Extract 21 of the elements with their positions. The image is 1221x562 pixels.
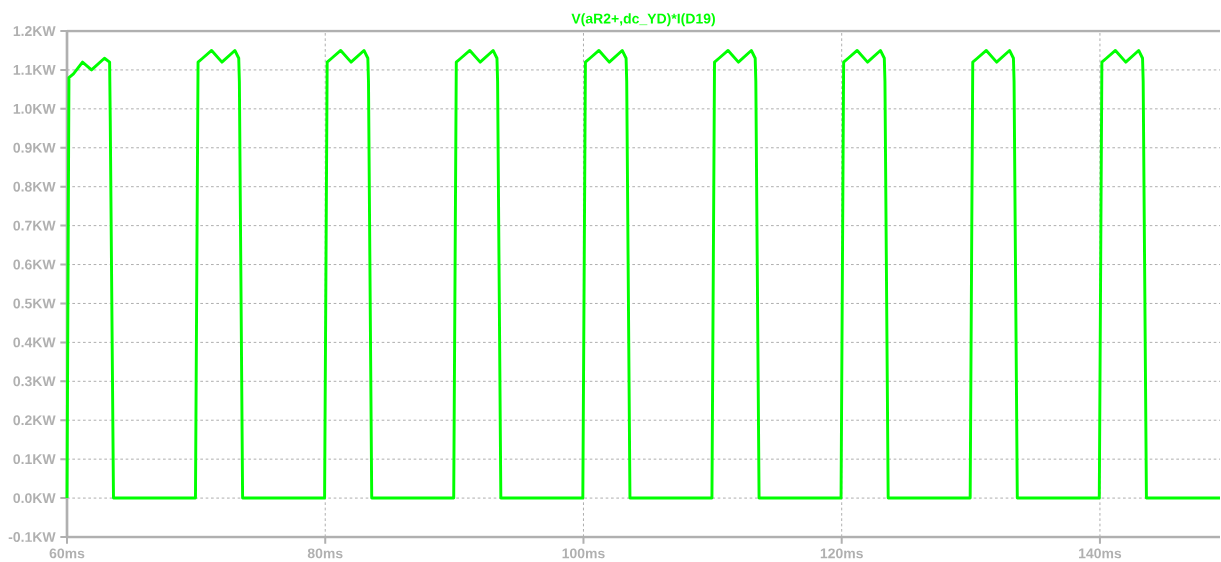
y-tick-label: 0.0KW [13, 493, 56, 504]
y-tick-label: 0.1KW [13, 454, 56, 465]
x-tick-label: 140ms [1079, 548, 1122, 559]
x-tick-label: 100ms [562, 548, 605, 559]
y-tick-label: 0.7KW [13, 220, 56, 231]
series-label: V(aR2+,dc_YD)*I(D19) [571, 13, 715, 27]
y-tick-label: 0.2KW [13, 415, 56, 426]
y-tick-label: 1.2KW [13, 26, 56, 36]
x-tick-label: 120ms [820, 548, 863, 559]
y-tick-label: 1.0KW [13, 103, 56, 114]
line-series [65, 48, 1221, 500]
y-tick-label: -0.1KW [8, 532, 56, 542]
y-tick-label: 0.8KW [13, 181, 56, 192]
x-tick-label: 60ms [49, 548, 85, 559]
y-tick-label: 0.3KW [13, 376, 56, 387]
x-tick-label: 80ms [307, 548, 343, 559]
y-tick-label: 1.1KW [13, 65, 56, 75]
y-tick-label: 0.9KW [13, 142, 56, 153]
y-tick-label: 0.5KW [13, 298, 56, 309]
y-tick-label: 0.4KW [13, 337, 56, 348]
y-tick-label: 0.6KW [13, 259, 56, 270]
